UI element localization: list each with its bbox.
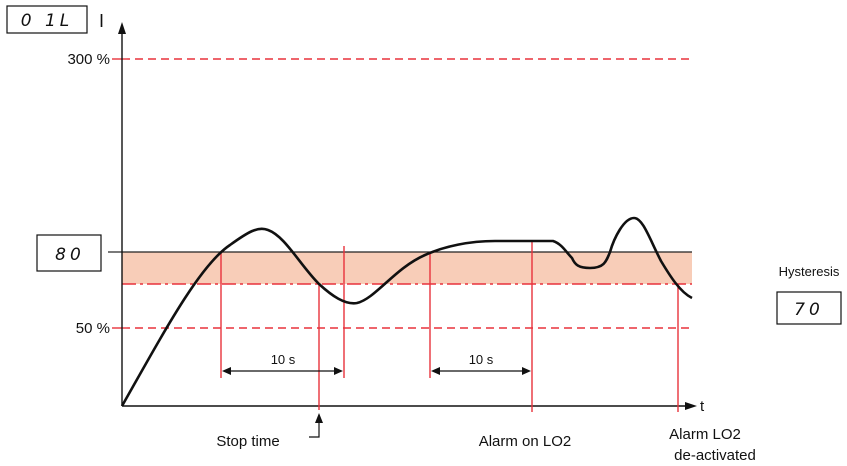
interval-1-label: 10 s	[271, 352, 296, 367]
interval-2	[431, 367, 531, 375]
interval-2-label: 10 s	[469, 352, 494, 367]
alarm-off-label-1: Alarm LO2	[669, 426, 741, 443]
hysteresis-label: Hysteresis	[779, 264, 840, 279]
interval-1	[222, 367, 343, 375]
stop-time-label: Stop time	[216, 433, 279, 450]
threshold-display: 80	[36, 234, 102, 272]
level-300-label: 300 %	[67, 51, 110, 68]
i-axis-arrow	[118, 22, 126, 34]
level-50-label: 50 %	[76, 320, 110, 337]
oil-display-value: 0 1L	[21, 11, 74, 31]
threshold-display-value: 80	[55, 245, 85, 265]
t-axis-arrow	[685, 402, 697, 410]
alarm-on-label: Alarm on LO2	[479, 433, 572, 450]
current-curve	[120, 216, 693, 407]
alarm-off-label-2: de-activated	[674, 447, 756, 464]
time-markers	[220, 242, 679, 412]
t-axis-label: t	[700, 398, 705, 415]
stop-time-arrow	[309, 420, 320, 438]
oil-display: 0 1L	[6, 5, 88, 34]
hysteresis-display-value: 70	[794, 300, 824, 320]
i-axis-label: I	[99, 11, 104, 31]
hysteresis-display: 70	[776, 291, 842, 325]
